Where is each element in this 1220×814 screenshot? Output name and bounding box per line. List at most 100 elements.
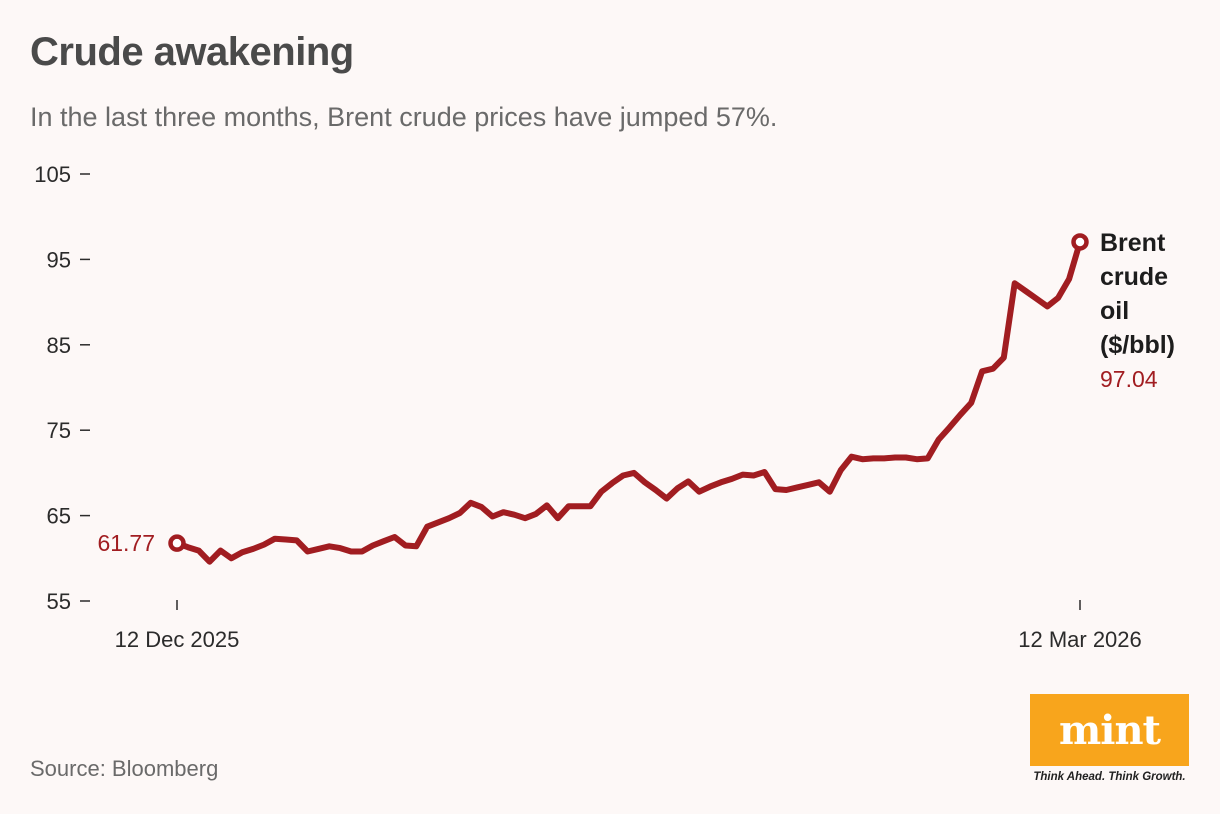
data-point xyxy=(261,542,267,548)
data-point xyxy=(783,487,789,493)
logo-tagline: Think Ahead. Think Growth. xyxy=(1033,771,1186,783)
data-point xyxy=(348,548,354,554)
mint-logo: mint xyxy=(1030,694,1189,766)
data-point xyxy=(1055,295,1061,301)
data-point xyxy=(305,548,311,554)
data-point xyxy=(718,479,724,485)
data-point xyxy=(620,472,626,478)
data-point xyxy=(239,549,245,555)
data-point xyxy=(827,489,833,495)
data-point xyxy=(185,544,191,550)
data-point xyxy=(805,482,811,488)
data-point xyxy=(446,515,452,521)
series-group xyxy=(168,233,1089,565)
data-point xyxy=(522,515,528,521)
y-tick-label: 65 xyxy=(47,504,71,529)
data-point xyxy=(544,502,550,508)
data-point xyxy=(1066,276,1072,282)
data-point xyxy=(990,366,996,372)
chart-title: Crude awakening xyxy=(30,30,354,74)
data-point xyxy=(761,469,767,475)
x-axis: 12 Dec 2025 12 Mar 2026 xyxy=(115,600,1142,652)
end-point-marker xyxy=(1071,233,1089,251)
data-point xyxy=(794,484,800,490)
data-point xyxy=(674,485,680,491)
data-point xyxy=(566,503,572,509)
data-point xyxy=(533,511,539,517)
data-point xyxy=(859,456,865,462)
labels-group: 61.77 Brent crude oil ($/bbl) 97.04 xyxy=(97,229,1175,556)
data-point xyxy=(1044,303,1050,309)
data-point xyxy=(903,455,909,461)
data-point xyxy=(457,510,463,516)
line-chart: 55 65 75 85 95 105 12 Dec 2025 12 Mar 2026 61.… xyxy=(34,162,1175,652)
data-point xyxy=(696,489,702,495)
source-note: Source: Bloomberg xyxy=(30,756,219,781)
data-point xyxy=(838,467,844,473)
data-point xyxy=(1023,288,1029,294)
data-point xyxy=(228,555,234,561)
data-point xyxy=(587,503,593,509)
data-point xyxy=(392,534,398,540)
series-name-label: oil xyxy=(1100,297,1129,325)
data-point xyxy=(598,489,604,495)
series-name-label: Brent xyxy=(1100,229,1166,257)
series-name-label: ($/bbl) xyxy=(1100,331,1175,359)
data-point xyxy=(468,500,474,506)
y-tick-label: 95 xyxy=(47,247,71,272)
logo-text: mint xyxy=(1058,706,1161,754)
data-point xyxy=(1012,280,1018,286)
data-point xyxy=(413,543,419,549)
data-point xyxy=(653,487,659,493)
data-point xyxy=(555,515,561,521)
data-point xyxy=(664,496,670,502)
data-point xyxy=(479,504,485,510)
data-point xyxy=(914,456,920,462)
data-point xyxy=(979,368,985,374)
data-point xyxy=(283,537,289,543)
data-point xyxy=(500,509,506,515)
data-point xyxy=(577,503,583,509)
end-value-label: 97.04 xyxy=(1100,366,1158,392)
y-tick-label: 85 xyxy=(47,333,71,358)
data-point xyxy=(272,536,278,542)
data-point xyxy=(424,524,430,530)
data-point xyxy=(849,454,855,460)
data-point xyxy=(881,455,887,461)
y-tick-label: 105 xyxy=(34,162,71,187)
y-axis: 55 65 75 85 95 105 xyxy=(34,162,90,614)
data-point xyxy=(359,548,365,554)
data-point xyxy=(402,542,408,548)
data-point xyxy=(381,538,387,544)
data-point xyxy=(337,545,343,551)
data-point xyxy=(1001,355,1007,361)
data-point xyxy=(435,519,441,525)
data-point xyxy=(707,484,713,490)
start-value-label: 61.77 xyxy=(97,530,155,556)
data-point xyxy=(685,478,691,484)
series-name-label: crude xyxy=(1100,263,1168,291)
data-point xyxy=(207,559,213,565)
data-point xyxy=(294,537,300,543)
chart-subtitle: In the last three months, Brent crude pr… xyxy=(30,102,778,132)
data-point xyxy=(609,480,615,486)
start-point-marker xyxy=(168,534,186,552)
data-point xyxy=(218,548,224,554)
x-tick-label: 12 Dec 2025 xyxy=(115,627,240,652)
data-point xyxy=(1033,296,1039,302)
data-point xyxy=(740,472,746,478)
data-point xyxy=(751,472,757,478)
data-point xyxy=(490,513,496,519)
data-point xyxy=(968,400,974,406)
data-point xyxy=(729,476,735,482)
data-point xyxy=(892,455,898,461)
data-point xyxy=(957,412,963,418)
data-point xyxy=(870,455,876,461)
data-point xyxy=(936,437,942,443)
y-tick-label: 55 xyxy=(47,589,71,614)
y-tick-label: 75 xyxy=(47,418,71,443)
brent-price-line xyxy=(174,239,1083,565)
data-point xyxy=(250,546,256,552)
data-point xyxy=(946,425,952,431)
